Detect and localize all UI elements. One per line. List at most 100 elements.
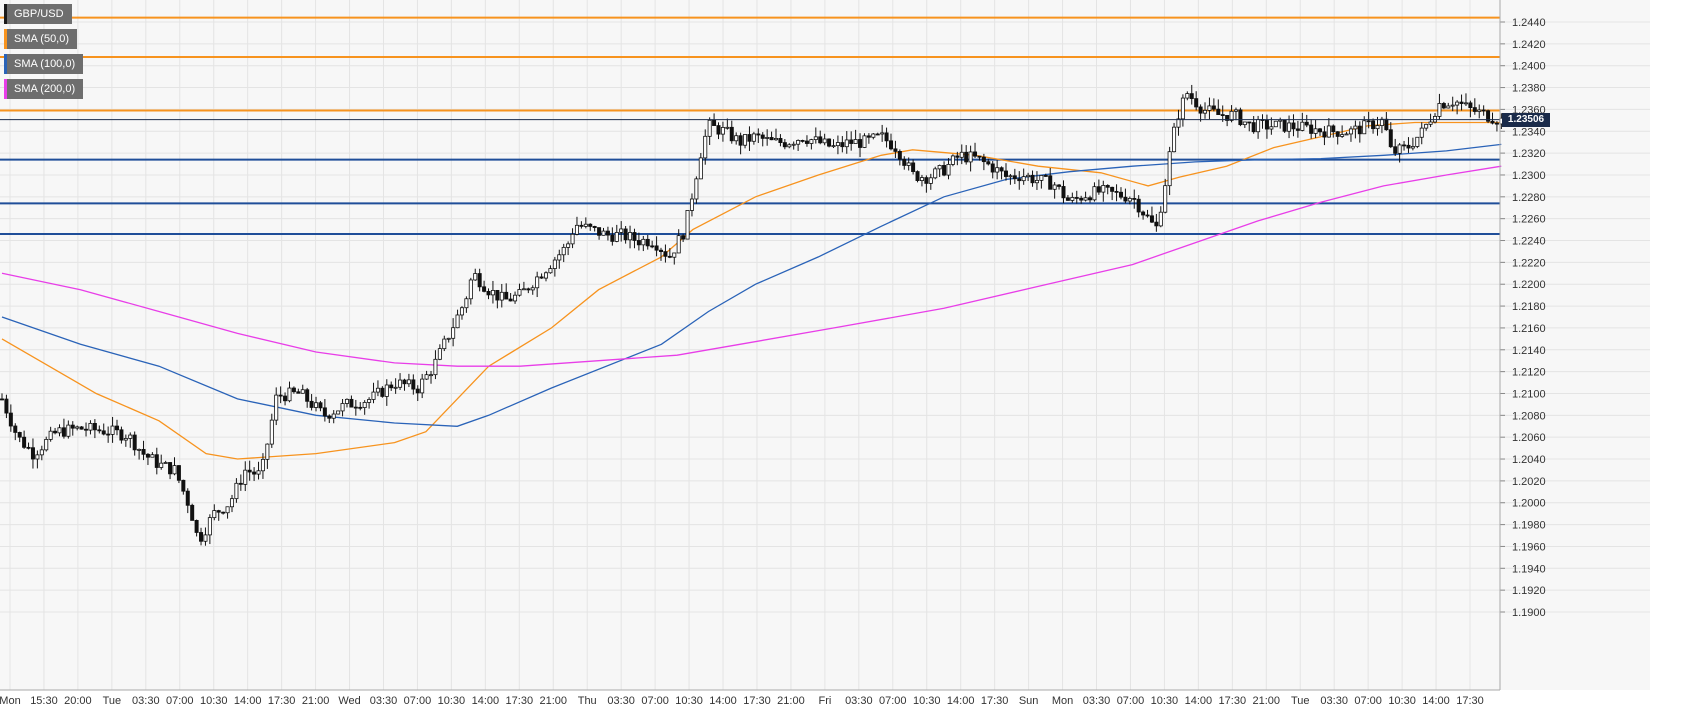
- candle-body: [367, 399, 372, 403]
- candle-body: [835, 142, 840, 147]
- candle-body: [1083, 197, 1088, 201]
- candle-body: [919, 177, 924, 181]
- candle-body: [995, 167, 1000, 173]
- candle-body: [1092, 186, 1097, 201]
- candle-body: [437, 348, 442, 360]
- candle-body: [154, 454, 159, 468]
- candle-body: [114, 425, 119, 431]
- candle-body: [858, 139, 863, 148]
- candle-body: [924, 177, 929, 184]
- candle-body: [371, 391, 376, 400]
- candle-body: [1216, 108, 1221, 115]
- candle-body: [234, 482, 239, 500]
- candle-body: [1459, 101, 1464, 104]
- x-tick-label: 07:00: [641, 695, 669, 707]
- candle-body: [597, 227, 602, 236]
- candle-body: [1388, 129, 1393, 148]
- grid: [0, 0, 1650, 690]
- candle-body: [1207, 105, 1212, 111]
- candle-body: [318, 402, 323, 409]
- candle-body: [296, 391, 301, 394]
- candle-body: [446, 337, 451, 340]
- candle-body: [663, 251, 668, 257]
- x-tick-label: 17:30: [1219, 695, 1247, 707]
- candle-body: [681, 235, 686, 240]
- candle-body: [897, 151, 902, 160]
- candle-body: [1326, 125, 1331, 138]
- x-tick-label: Fri: [818, 695, 831, 707]
- x-tick-label: 03:30: [1320, 695, 1348, 707]
- candle-body: [1189, 93, 1194, 99]
- x-tick-label: 10:30: [438, 695, 466, 707]
- candle-body: [442, 338, 447, 350]
- candle-body: [477, 273, 482, 288]
- candle-body: [990, 163, 995, 173]
- candle-body: [1295, 128, 1300, 131]
- candle-body: [1371, 120, 1376, 130]
- candlesticks: [0, 84, 1504, 546]
- candle-body: [791, 143, 796, 146]
- candle-body: [946, 163, 951, 176]
- candle-body: [1132, 198, 1137, 200]
- candle-body: [4, 398, 9, 414]
- candle-body: [256, 470, 261, 475]
- candle-body: [526, 288, 531, 291]
- sma-lines: [1, 121, 1502, 460]
- y-tick-label: 1.2280: [1512, 192, 1546, 204]
- candle-body: [420, 378, 425, 394]
- candle-body: [464, 298, 469, 309]
- x-tick-label: 10:30: [1388, 695, 1416, 707]
- x-tick-label: 21:00: [777, 695, 805, 707]
- candle-body: [583, 223, 588, 227]
- candle-body: [57, 427, 62, 434]
- candle-body: [1012, 175, 1017, 180]
- candle-body: [53, 430, 58, 434]
- candle-body: [212, 510, 217, 519]
- candle-body: [1362, 120, 1367, 135]
- candle-body: [1052, 184, 1057, 190]
- candle-body: [278, 394, 283, 397]
- y-tick-label: 1.2300: [1512, 170, 1546, 182]
- candle-body: [159, 462, 164, 468]
- candle-body: [1149, 215, 1154, 223]
- candle-body: [685, 210, 690, 240]
- candle-body: [415, 388, 420, 394]
- candle-body: [0, 398, 4, 401]
- candle-body: [1034, 179, 1039, 184]
- candle-body: [588, 223, 593, 227]
- candle-body: [375, 387, 380, 393]
- candle-body: [163, 462, 168, 464]
- candle-body: [39, 449, 44, 456]
- legend-swatch: [4, 29, 7, 49]
- candle-body: [765, 137, 770, 139]
- sma-line: [1, 165, 1502, 367]
- legend-item-sma50[interactable]: SMA (50,0): [4, 29, 78, 49]
- candle-body: [1309, 124, 1314, 134]
- x-tick-label: Mon: [0, 695, 21, 707]
- legend-item-gbpusd[interactable]: GBP/USD: [4, 4, 72, 24]
- candle-body: [707, 119, 712, 137]
- candle-body: [977, 155, 982, 158]
- candle-body: [203, 534, 208, 542]
- candle-body: [238, 482, 243, 485]
- legend-item-sma200[interactable]: SMA (200,0): [4, 79, 84, 99]
- candle-body: [190, 504, 195, 521]
- candle-body: [1415, 136, 1420, 147]
- y-tick-label: 1.2260: [1512, 214, 1546, 226]
- legend-label: SMA (100,0): [14, 58, 76, 70]
- candle-body: [168, 462, 173, 475]
- x-tick-label: Mon: [1052, 695, 1073, 707]
- candle-body: [1048, 175, 1053, 190]
- candle-body: [1220, 114, 1225, 116]
- candle-body: [809, 139, 814, 144]
- candle-body: [128, 434, 133, 439]
- candle-body: [429, 374, 434, 377]
- candle-body: [1322, 131, 1327, 138]
- candle-body: [787, 144, 792, 148]
- legend-item-sma100[interactable]: SMA (100,0): [4, 54, 84, 74]
- candle-body: [716, 125, 721, 135]
- candle-body: [769, 137, 774, 141]
- candle-body: [831, 145, 836, 148]
- x-tick-label: 21:00: [539, 695, 567, 707]
- candle-body: [508, 298, 513, 302]
